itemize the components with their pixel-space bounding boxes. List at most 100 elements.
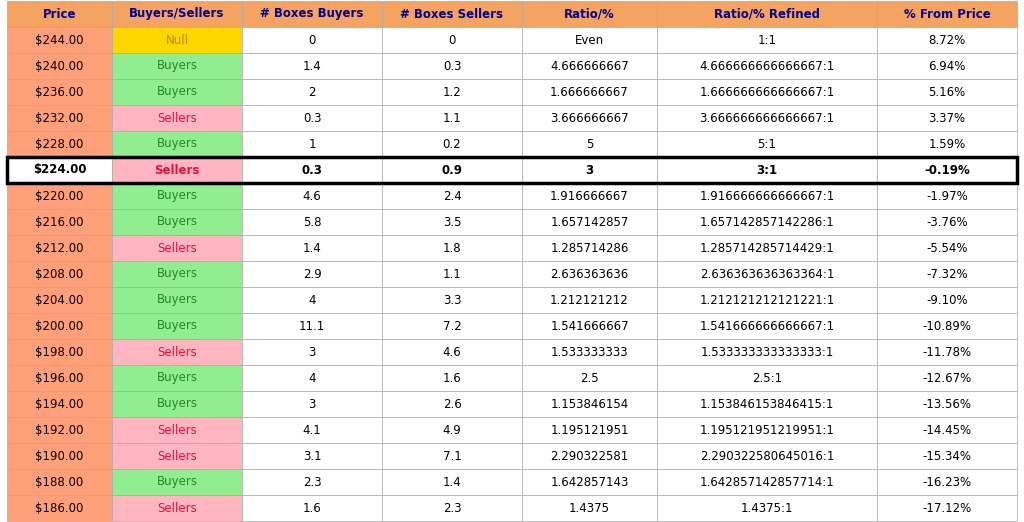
Bar — [112, 443, 242, 469]
Text: 0.2: 0.2 — [442, 137, 462, 150]
Text: 1.285714285714429:1: 1.285714285714429:1 — [699, 242, 835, 255]
Text: Buyers: Buyers — [157, 476, 198, 489]
Bar — [242, 157, 382, 183]
Text: 6.94%: 6.94% — [929, 60, 966, 73]
Text: -17.12%: -17.12% — [923, 502, 972, 515]
Bar — [877, 417, 1017, 443]
Bar — [112, 287, 242, 313]
Text: 3.5: 3.5 — [442, 216, 461, 229]
Bar — [7, 261, 112, 287]
Bar — [242, 339, 382, 365]
Text: 3: 3 — [308, 346, 315, 359]
Text: Sellers: Sellers — [157, 502, 197, 515]
Bar — [7, 235, 112, 261]
Bar — [382, 495, 522, 521]
Bar — [657, 235, 877, 261]
Text: Sellers: Sellers — [157, 346, 197, 359]
Text: 1.533333333333333:1: 1.533333333333333:1 — [700, 346, 834, 359]
Bar — [657, 131, 877, 157]
Bar — [242, 287, 382, 313]
Bar — [382, 183, 522, 209]
Text: 3: 3 — [308, 397, 315, 410]
Text: $244.00: $244.00 — [35, 33, 84, 46]
Bar — [877, 261, 1017, 287]
Bar — [242, 105, 382, 131]
Bar — [382, 53, 522, 79]
Text: $236.00: $236.00 — [35, 86, 84, 99]
Bar — [112, 469, 242, 495]
Text: 4: 4 — [308, 293, 315, 306]
Bar — [657, 1, 877, 27]
Bar — [877, 27, 1017, 53]
Bar — [522, 53, 657, 79]
Text: Buyers: Buyers — [157, 372, 198, 385]
Text: -1.97%: -1.97% — [926, 189, 968, 203]
Bar — [7, 287, 112, 313]
Bar — [657, 183, 877, 209]
Text: 4: 4 — [308, 372, 315, 385]
Text: $188.00: $188.00 — [36, 476, 84, 489]
Bar — [522, 417, 657, 443]
Bar — [877, 443, 1017, 469]
Bar — [242, 53, 382, 79]
Text: 3.1: 3.1 — [303, 449, 322, 462]
Text: 1.212121212: 1.212121212 — [550, 293, 629, 306]
Bar — [242, 235, 382, 261]
Text: $186.00: $186.00 — [35, 502, 84, 515]
Bar — [657, 495, 877, 521]
Bar — [877, 469, 1017, 495]
Bar — [657, 313, 877, 339]
Text: 2.3: 2.3 — [442, 502, 462, 515]
Bar — [7, 339, 112, 365]
Text: 1.195121951219951:1: 1.195121951219951:1 — [699, 423, 835, 436]
Bar — [657, 261, 877, 287]
Bar — [7, 183, 112, 209]
Bar — [877, 287, 1017, 313]
Bar — [657, 209, 877, 235]
Bar — [657, 53, 877, 79]
Text: 0: 0 — [308, 33, 315, 46]
Bar — [7, 495, 112, 521]
Text: 4.6: 4.6 — [442, 346, 462, 359]
Text: 2.6: 2.6 — [442, 397, 462, 410]
Bar — [522, 391, 657, 417]
Text: 1:1: 1:1 — [758, 33, 776, 46]
Text: Ratio/% Refined: Ratio/% Refined — [714, 7, 820, 20]
Bar — [877, 391, 1017, 417]
Bar — [112, 313, 242, 339]
Bar — [382, 261, 522, 287]
Text: 0: 0 — [449, 33, 456, 46]
Bar — [657, 79, 877, 105]
Bar — [112, 261, 242, 287]
Text: 1.4: 1.4 — [442, 476, 462, 489]
Bar — [657, 417, 877, 443]
Text: Buyers: Buyers — [157, 189, 198, 203]
Bar — [382, 157, 522, 183]
Bar — [7, 313, 112, 339]
Text: 7.2: 7.2 — [442, 319, 462, 333]
Bar — [7, 131, 112, 157]
Text: 1.541666667: 1.541666667 — [550, 319, 629, 333]
Bar — [242, 79, 382, 105]
Text: Buyers: Buyers — [157, 137, 198, 150]
Text: 5.16%: 5.16% — [929, 86, 966, 99]
Text: Sellers: Sellers — [157, 112, 197, 125]
Bar — [112, 79, 242, 105]
Text: 4.9: 4.9 — [442, 423, 462, 436]
Bar — [242, 183, 382, 209]
Bar — [877, 183, 1017, 209]
Bar — [382, 131, 522, 157]
Text: Buyers: Buyers — [157, 216, 198, 229]
Bar — [522, 209, 657, 235]
Bar — [522, 313, 657, 339]
Text: $196.00: $196.00 — [35, 372, 84, 385]
Text: 1.212121212121221:1: 1.212121212121221:1 — [699, 293, 835, 306]
Text: 3.3: 3.3 — [442, 293, 461, 306]
Text: Buyers: Buyers — [157, 86, 198, 99]
Bar — [522, 339, 657, 365]
Text: 1.8: 1.8 — [442, 242, 462, 255]
Text: 1.6: 1.6 — [442, 372, 462, 385]
Bar — [7, 1, 112, 27]
Bar — [657, 157, 877, 183]
Bar — [522, 261, 657, 287]
